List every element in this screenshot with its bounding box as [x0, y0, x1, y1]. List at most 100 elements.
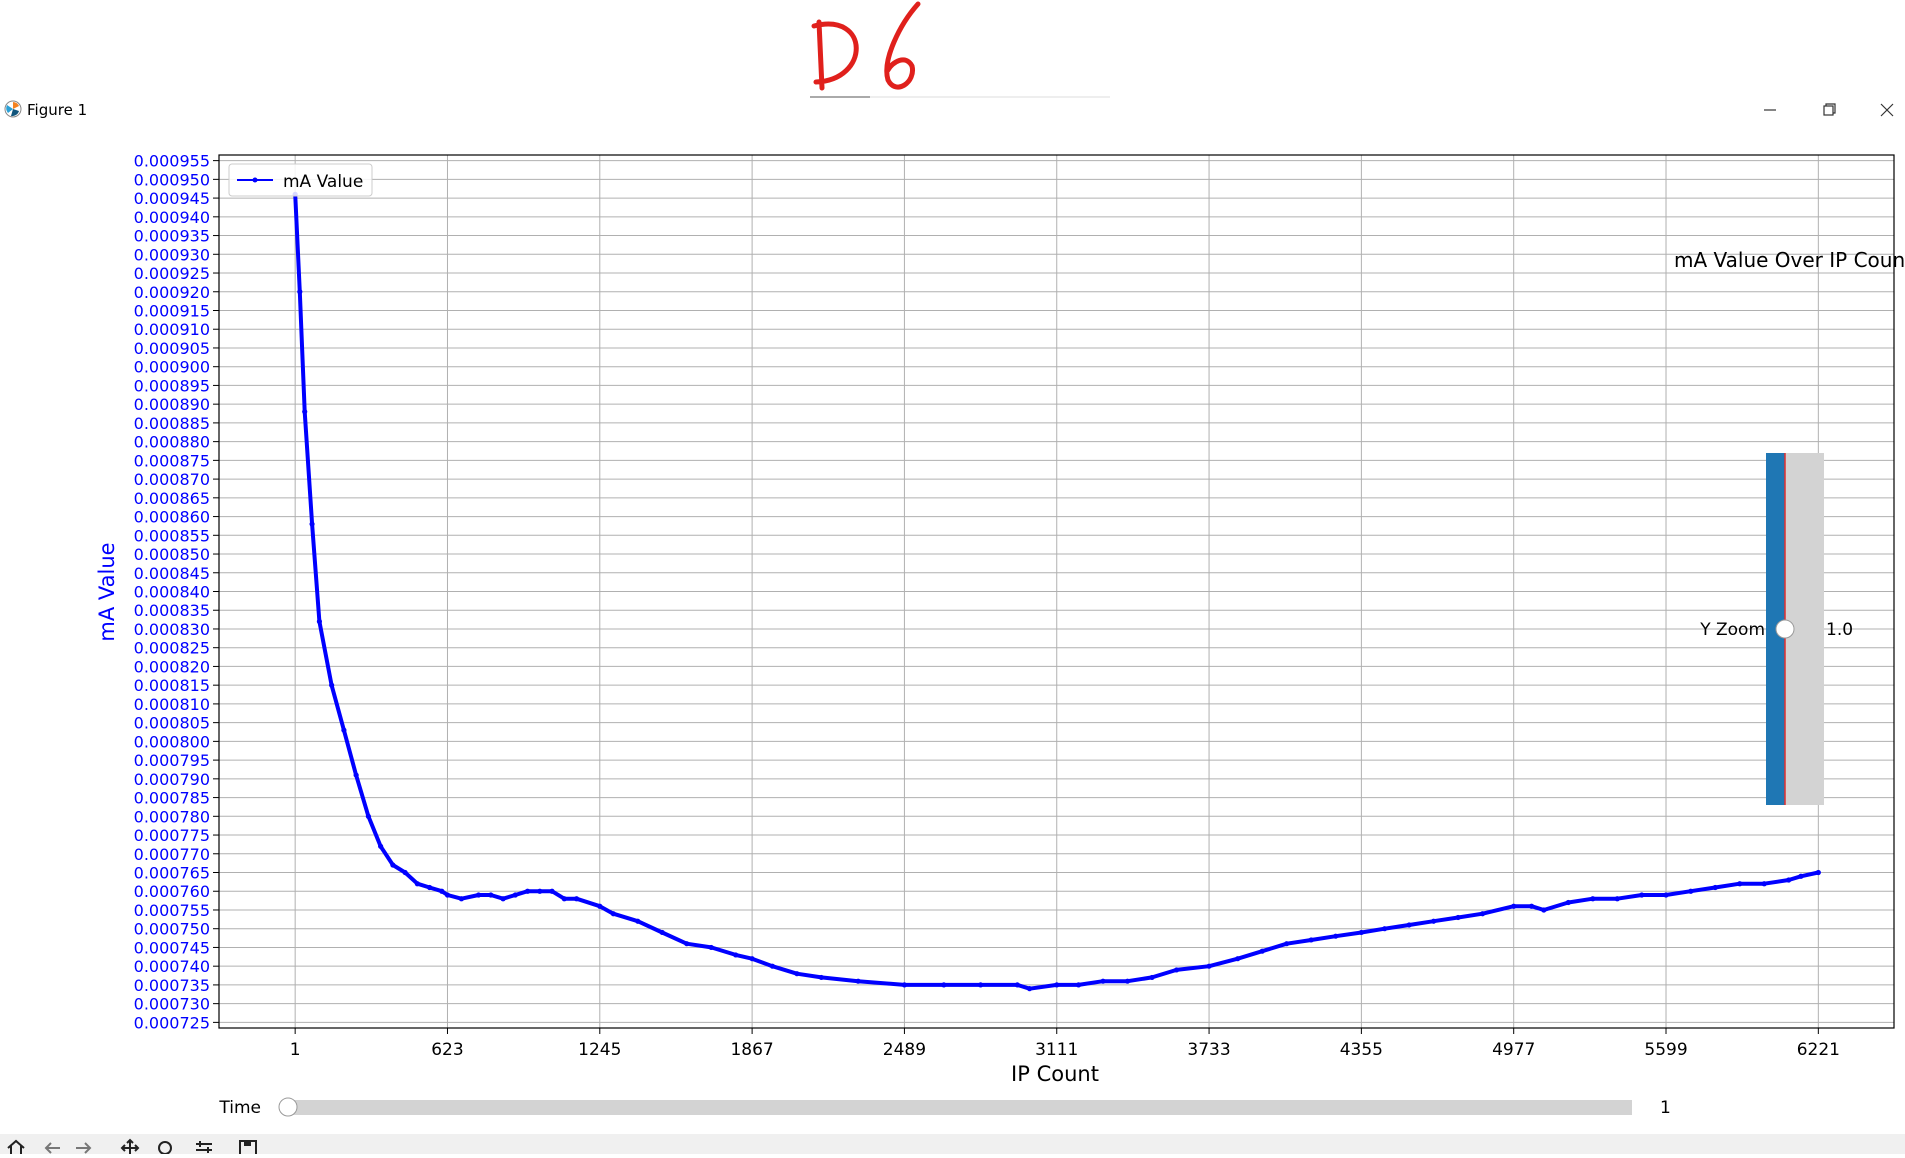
y-tick-label: 0.000880 — [134, 433, 210, 452]
y-tick-label: 0.000770 — [134, 845, 210, 864]
y-axis-label: mA Value — [95, 542, 119, 641]
save-button[interactable] — [236, 1138, 260, 1156]
x-tick-label: 623 — [431, 1040, 463, 1060]
data-point — [1614, 896, 1620, 902]
y-tick-label: 0.000925 — [134, 264, 210, 283]
data-point — [302, 409, 308, 415]
data-point — [1014, 982, 1020, 988]
x-tick-label: 3111 — [1035, 1040, 1078, 1060]
home-icon — [7, 1139, 25, 1154]
y-tick-label: 0.000735 — [134, 976, 210, 995]
data-point — [1455, 914, 1461, 921]
data-point — [1479, 911, 1486, 917]
data-point — [1786, 877, 1792, 883]
data-point — [309, 521, 315, 527]
legend-label: mA Value — [283, 172, 363, 192]
y-tick-label: 0.000815 — [134, 676, 210, 695]
data-point — [573, 896, 580, 902]
data-point — [1124, 978, 1131, 984]
data-point — [1206, 963, 1212, 969]
back-icon — [44, 1142, 60, 1154]
data-point — [1406, 922, 1412, 928]
zoom-icon — [158, 1141, 172, 1155]
data-point — [512, 892, 518, 898]
x-tick-label: 5599 — [1644, 1040, 1687, 1060]
y-tick-label: 0.000890 — [134, 395, 210, 414]
configure-icon — [196, 1141, 212, 1153]
data-point — [977, 982, 984, 988]
data-point — [1075, 982, 1082, 988]
y-tick-label: 0.000845 — [134, 564, 210, 583]
y-tick-label: 0.000940 — [134, 208, 210, 227]
zoom-button[interactable] — [154, 1138, 178, 1155]
y-tick-label: 0.000750 — [134, 920, 210, 939]
data-point — [901, 982, 908, 988]
data-point — [561, 896, 567, 902]
time-slider[interactable]: Time 1 — [218, 1097, 1671, 1118]
pan-button[interactable] — [118, 1138, 142, 1154]
x-axis: 1 623 1245 1867 2489 3111 3733 4355 4977 5599 6221 — [290, 1028, 1840, 1060]
data-point — [1026, 986, 1033, 992]
y-tick-label: 0.000795 — [134, 751, 210, 770]
y-zoom-label: Y Zoom — [1699, 620, 1765, 640]
maximize-button[interactable] — [1814, 98, 1844, 122]
navigation-toolbar — [0, 1134, 1905, 1156]
close-button[interactable] — [1872, 98, 1902, 122]
x-tick-label: 4355 — [1340, 1040, 1383, 1060]
data-point — [1173, 967, 1180, 973]
y-zoom-handle[interactable] — [1775, 619, 1795, 639]
data-point — [341, 727, 347, 733]
x-tick-label: 1245 — [578, 1040, 621, 1060]
y-tick-label: 0.000725 — [134, 1013, 210, 1032]
x-tick-label: 1867 — [730, 1040, 773, 1060]
data-point — [329, 682, 335, 688]
y-tick-label: 0.000950 — [134, 170, 210, 189]
y-tick-label: 0.000775 — [134, 826, 210, 845]
data-point — [316, 618, 323, 625]
data-point — [390, 862, 396, 868]
y-tick-label: 0.000910 — [134, 320, 210, 339]
y-tick-label: 0.000935 — [134, 227, 210, 246]
forward-button[interactable] — [72, 1138, 96, 1154]
y-tick-label: 0.000865 — [134, 489, 210, 508]
home-button[interactable] — [4, 1138, 28, 1154]
data-point — [414, 881, 420, 887]
y-tick-label: 0.000800 — [134, 732, 210, 751]
y-tick-label: 0.000840 — [134, 583, 210, 602]
y-tick-label: 0.000915 — [134, 301, 210, 320]
data-point — [1565, 899, 1571, 906]
y-tick-label: 0.000810 — [134, 695, 210, 714]
time-slider-handle[interactable] — [278, 1097, 298, 1117]
data-point — [1663, 892, 1669, 898]
configure-button[interactable] — [192, 1138, 216, 1154]
data-point — [1761, 881, 1767, 887]
data-point — [769, 963, 776, 969]
data-point — [475, 892, 482, 898]
data-point — [1511, 903, 1517, 909]
y-tick-label: 0.000760 — [134, 882, 210, 901]
data-point — [855, 978, 861, 984]
data-point — [297, 289, 303, 295]
y-tick-label: 0.000825 — [134, 639, 210, 658]
y-tick-label: 0.000765 — [134, 864, 210, 883]
handwritten-annotation — [810, 1, 1110, 98]
data-point — [402, 869, 408, 876]
data-point — [1712, 884, 1718, 891]
data-point — [1639, 892, 1645, 898]
back-button[interactable] — [40, 1138, 64, 1154]
data-point — [635, 918, 641, 924]
data-point — [1308, 937, 1314, 943]
series-line — [293, 194, 1819, 991]
data-point — [733, 952, 739, 958]
data-point — [749, 956, 755, 962]
y-tick-label: 0.000805 — [134, 714, 210, 733]
minimize-button[interactable] — [1755, 98, 1785, 122]
y-tick-label: 0.000820 — [134, 657, 210, 676]
time-slider-track[interactable] — [288, 1100, 1632, 1115]
data-point — [439, 888, 445, 894]
data-point — [537, 888, 543, 894]
legend: mA Value — [228, 163, 373, 197]
x-tick-label: 3733 — [1187, 1040, 1230, 1060]
data-point — [488, 892, 494, 898]
y-zoom-slider[interactable]: Y Zoom 1.0 — [1699, 453, 1853, 805]
